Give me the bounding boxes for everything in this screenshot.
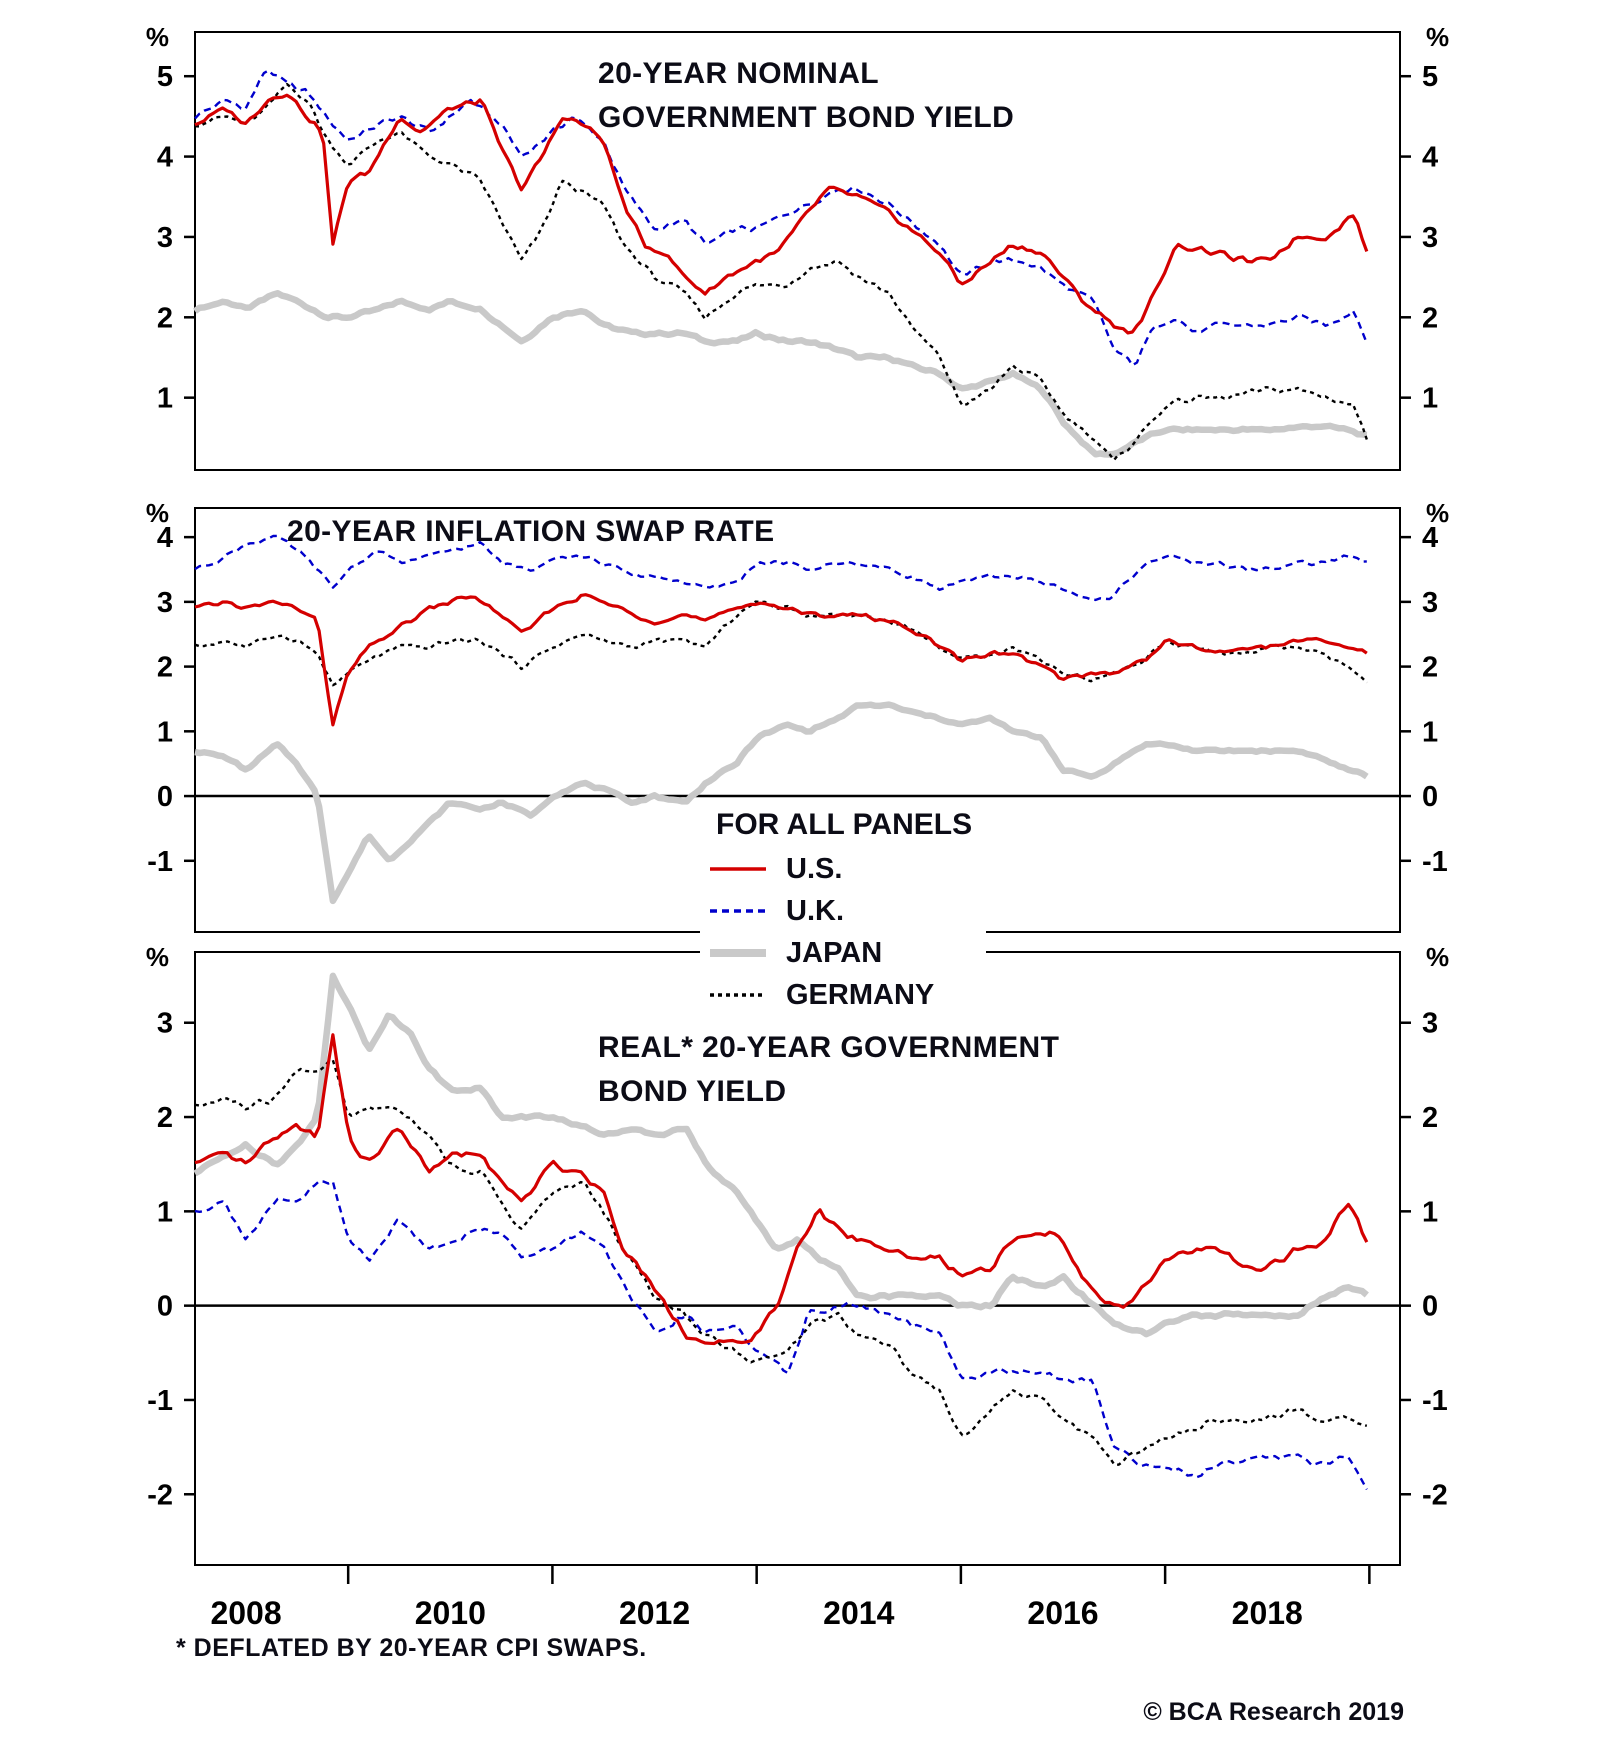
legend-label-us: U.S. (786, 852, 843, 885)
svg-text:5: 5 (1422, 61, 1438, 93)
panel3-title: REAL* 20-YEAR GOVERNMENT BOND YIELD (598, 1026, 1059, 1114)
svg-text:4: 4 (1422, 142, 1438, 174)
svg-text:3: 3 (1422, 1008, 1438, 1040)
panel2-title: 20-YEAR INFLATION SWAP RATE (287, 510, 775, 554)
svg-text:4: 4 (157, 142, 173, 174)
svg-text:2: 2 (1422, 652, 1438, 684)
svg-text:-2: -2 (147, 1479, 173, 1511)
svg-text:3: 3 (157, 587, 173, 619)
svg-text:%: % (146, 942, 169, 972)
legend-item-japan: JAPAN (708, 932, 972, 974)
svg-text:1: 1 (1422, 716, 1438, 748)
svg-text:1: 1 (157, 383, 173, 415)
legend-title: FOR ALL PANELS (716, 808, 973, 841)
svg-text:2010: 2010 (415, 1595, 486, 1631)
us-line-sample-icon (710, 867, 766, 871)
svg-text:5: 5 (157, 61, 173, 93)
svg-text:2016: 2016 (1027, 1595, 1098, 1631)
svg-text:1: 1 (157, 1196, 173, 1228)
germany-line-sample-icon (710, 993, 766, 997)
svg-text:3: 3 (1422, 587, 1438, 619)
svg-text:%: % (146, 498, 169, 528)
legend-label-japan: JAPAN (786, 936, 883, 969)
svg-text:1: 1 (1422, 383, 1438, 415)
uk-line-sample-icon (710, 909, 766, 913)
legend: FOR ALL PANELS U.S. U.K. JAPAN GERMANY (700, 804, 987, 1020)
panel3-title-line2: BOND YIELD (598, 1075, 787, 1108)
svg-text:2: 2 (1422, 302, 1438, 334)
svg-text:-1: -1 (147, 1385, 173, 1417)
svg-text:-1: -1 (1422, 846, 1448, 878)
svg-text:2: 2 (157, 652, 173, 684)
svg-text:-1: -1 (1422, 1385, 1448, 1417)
legend-label-uk: U.K. (786, 894, 844, 927)
svg-text:2008: 2008 (210, 1595, 281, 1631)
svg-text:2: 2 (157, 1102, 173, 1134)
legend-item-uk: U.K. (708, 890, 972, 932)
svg-text:2: 2 (1422, 1102, 1438, 1134)
legend-label-germany: GERMANY (786, 978, 935, 1011)
panel1-title: 20-YEAR NOMINAL GOVERNMENT BOND YIELD (598, 52, 1014, 140)
svg-text:3: 3 (157, 222, 173, 254)
svg-text:%: % (1426, 942, 1449, 972)
copyright: © BCA Research 2019 (1143, 1698, 1404, 1726)
panel1-title-line1: 20-YEAR NOMINAL (598, 57, 880, 90)
svg-text:1: 1 (1422, 1196, 1438, 1228)
svg-text:%: % (1426, 498, 1449, 528)
svg-text:4: 4 (157, 522, 173, 554)
legend-item-us: U.S. (708, 848, 972, 890)
svg-text:4: 4 (1422, 522, 1438, 554)
svg-text:1: 1 (157, 716, 173, 748)
svg-text:3: 3 (1422, 222, 1438, 254)
svg-text:2: 2 (157, 302, 173, 334)
svg-text:2018: 2018 (1232, 1595, 1303, 1631)
svg-text:0: 0 (157, 781, 173, 813)
svg-text:0: 0 (1422, 1291, 1438, 1323)
svg-text:0: 0 (1422, 781, 1438, 813)
svg-text:3: 3 (157, 1008, 173, 1040)
svg-text:-1: -1 (147, 846, 173, 878)
svg-text:0: 0 (157, 1291, 173, 1323)
svg-text:-2: -2 (1422, 1479, 1448, 1511)
panel3-title-line1: REAL* 20-YEAR GOVERNMENT (598, 1031, 1060, 1064)
svg-text:%: % (1426, 22, 1449, 52)
panel1-title-line2: GOVERNMENT BOND YIELD (598, 101, 1015, 134)
footnote: * DEFLATED BY 20-YEAR CPI SWAPS. (176, 1634, 647, 1662)
svg-text:2012: 2012 (619, 1595, 690, 1631)
japan-line-sample-icon (710, 949, 766, 957)
svg-text:%: % (146, 22, 169, 52)
panel2-title-line1: 20-YEAR INFLATION SWAP RATE (287, 515, 775, 548)
svg-text:2014: 2014 (823, 1595, 894, 1631)
legend-item-germany: GERMANY (708, 974, 972, 1016)
